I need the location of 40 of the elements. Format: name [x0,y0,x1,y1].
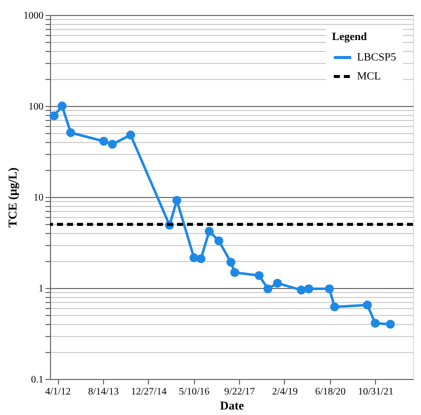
point [386,320,395,329]
x-tick-label: 5/10/16 [178,386,210,398]
point [330,302,340,312]
point [370,318,380,328]
point [108,140,117,149]
point [66,128,76,138]
point [99,136,108,146]
y-tick-label: 0.1 [31,374,44,386]
point [204,226,214,236]
point [226,258,236,267]
y-tick-label: 1 [38,284,44,294]
x-tick-label: 12/27/14 [131,386,167,398]
x-tick-label: 2/4/19 [272,386,298,398]
y-tick-label: 100 [28,102,44,112]
point [324,284,334,294]
point [273,278,282,288]
x-tick-label: 9/22/17 [224,386,255,398]
point [196,254,206,264]
y-tick-label: 1000 [24,10,44,22]
point [296,286,306,294]
point [172,196,182,205]
point [254,271,264,280]
point [50,111,59,120]
point [230,268,240,277]
y-axis-title: TCE (µg/L) [6,168,20,228]
legend-label: MCL [357,70,382,82]
point [362,300,372,310]
legend-label: LBCSP5 [357,52,397,64]
legend-title: Legend [332,31,367,43]
x-axis-title: Date [220,398,245,412]
point [126,130,136,140]
point [58,102,67,110]
x-tick-label: 10/31/21 [358,386,394,398]
point [214,236,224,246]
point [263,284,272,294]
x-tick-label: 6/18/20 [315,386,346,398]
x-tick-label: 8/14/13 [88,386,119,398]
point [304,284,314,294]
y-tick-label: 10 [34,192,44,204]
x-tick-label: 4/1/12 [45,386,71,398]
